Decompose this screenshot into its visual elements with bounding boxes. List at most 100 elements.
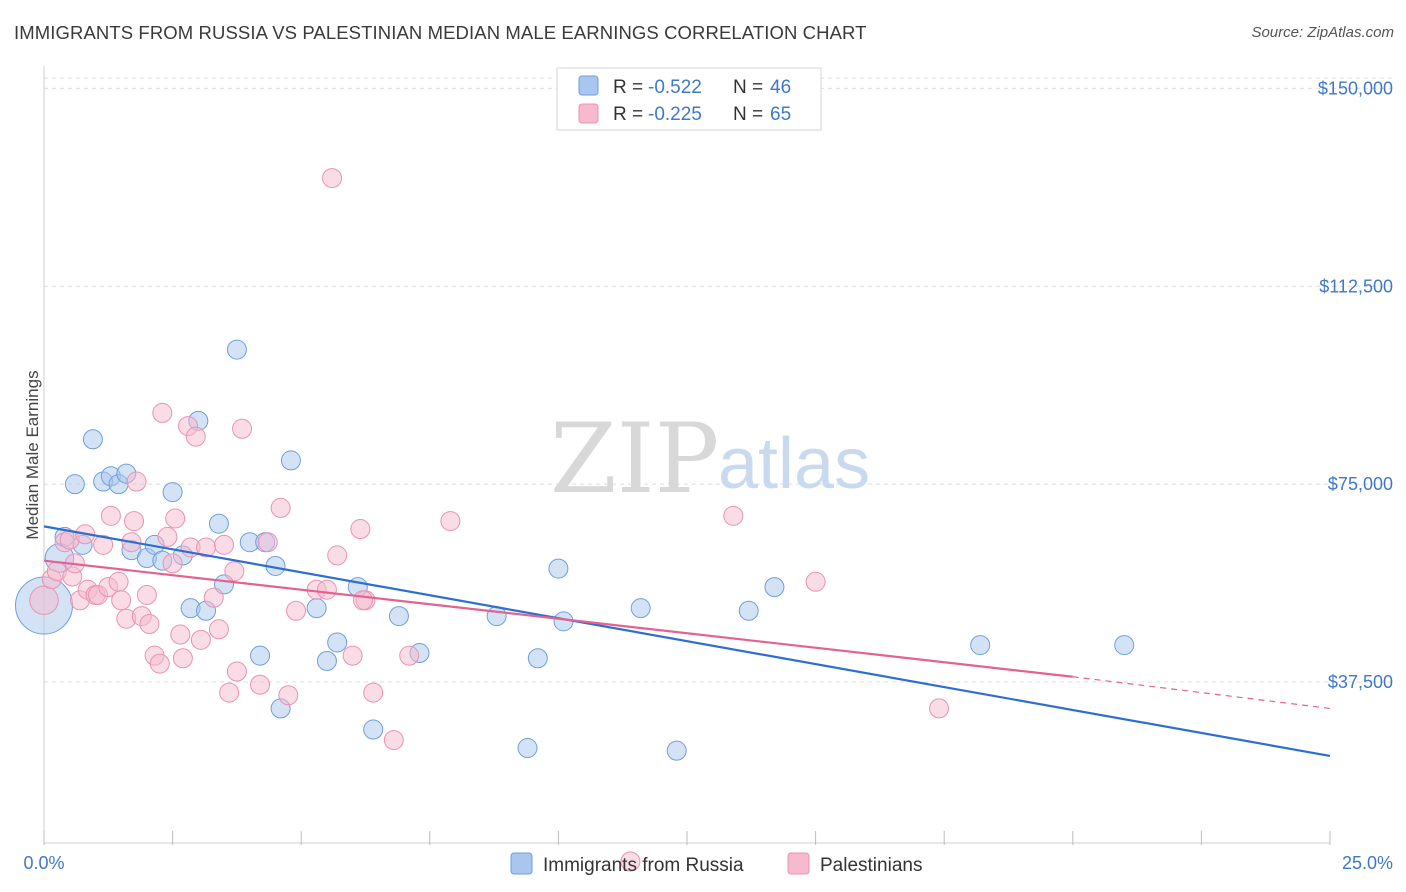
y-tick-label-0: $37,500	[1328, 672, 1393, 692]
point-russia-30	[327, 632, 348, 653]
point-palestinian-34	[185, 426, 206, 447]
point-palestinian-59	[440, 511, 461, 532]
point-russia-28	[306, 598, 327, 619]
point-russia-42	[738, 600, 759, 621]
point-palestinian-22	[136, 584, 157, 605]
point-palestinian-25	[149, 653, 170, 674]
point-palestinian-30	[170, 624, 191, 645]
point-russia-33	[388, 606, 409, 627]
point-palestinian-58	[399, 645, 420, 666]
point-palestinian-64	[352, 590, 373, 611]
series-swatch-russia	[510, 852, 533, 875]
point-palestinian-62	[805, 571, 826, 592]
point-palestinian-38	[208, 619, 229, 640]
point-palestinian-19	[124, 511, 145, 532]
point-palestinian-14	[100, 505, 121, 526]
y-tick-label-1: $75,000	[1328, 474, 1393, 494]
point-palestinian-37	[203, 587, 224, 608]
point-palestinian-28	[162, 553, 183, 574]
watermark: ZIP atlas	[550, 403, 870, 515]
trend-line-russia	[43, 525, 1331, 758]
point-palestinian-0	[29, 585, 59, 616]
point-russia-45	[1114, 635, 1135, 656]
legend-box	[556, 67, 822, 131]
point-palestinian-23	[139, 614, 160, 635]
point-russia-29	[316, 650, 337, 671]
legend-r-value-russia: -0.522	[648, 77, 702, 98]
series-legend: Immigrants from Russia Palestinians	[510, 852, 922, 876]
series-label-palestinian: Palestinians	[820, 855, 922, 876]
grid-lines	[44, 77, 1395, 683]
point-palestinian-56	[363, 682, 384, 703]
series-label-russia: Immigrants from Russia	[543, 855, 744, 876]
y-tick-label-3: $150,000	[1318, 78, 1393, 98]
legend-n-label-russia: N =	[733, 77, 763, 98]
x-tick-label-0: 0.0%	[23, 853, 64, 873]
point-russia-19	[208, 513, 229, 534]
point-russia-3	[64, 474, 85, 495]
point-palestinian-53	[342, 645, 363, 666]
legend-r-value-palestinian: -0.225	[648, 104, 702, 125]
point-russia-32	[363, 719, 384, 740]
point-russia-14	[162, 482, 183, 503]
point-palestinian-15	[108, 571, 129, 592]
point-palestinian-60	[620, 851, 641, 872]
watermark-zip: ZIP	[550, 403, 719, 515]
y-axis-label: Median Male Earnings	[23, 370, 42, 539]
x-tick-label-1: 25.0%	[1342, 853, 1393, 873]
point-palestinian-12	[93, 534, 114, 555]
chart-title: IMMIGRANTS FROM RUSSIA VS PALESTINIAN ME…	[14, 22, 867, 43]
point-russia-40	[630, 598, 651, 619]
point-russia-5	[82, 429, 103, 450]
axes	[43, 66, 1331, 845]
point-russia-41	[666, 740, 687, 761]
source-label: Source: ZipAtlas.com	[1251, 24, 1394, 41]
point-palestinian-43	[232, 418, 253, 439]
point-palestinian-35	[190, 629, 211, 650]
point-palestinian-51	[322, 168, 343, 189]
watermark-atlas: atlas	[718, 424, 870, 504]
legend-n-value-russia: 46	[770, 77, 791, 98]
trend-extension-palestinian	[1072, 676, 1331, 710]
point-palestinian-52	[327, 545, 348, 566]
point-palestinian-45	[257, 532, 278, 553]
point-palestinian-63	[929, 698, 950, 719]
tick-labels: $37,500 $75,000 $112,500 $150,000 0.0% 25.0%	[23, 78, 1393, 873]
point-palestinian-54	[350, 519, 371, 540]
point-russia-23	[250, 645, 271, 666]
point-palestinian-48	[286, 600, 307, 621]
point-russia-44	[970, 635, 991, 656]
trend-lines	[43, 525, 1331, 758]
point-russia-36	[517, 738, 538, 759]
point-russia-21	[226, 339, 247, 360]
legend-n-value-palestinian: 65	[770, 104, 791, 125]
point-palestinian-57	[383, 730, 404, 751]
point-palestinian-31	[172, 648, 193, 669]
legend-n-label-palestinian: N =	[733, 104, 763, 125]
point-palestinian-61	[723, 505, 744, 526]
point-palestinian-29	[165, 508, 186, 529]
point-palestinian-50	[316, 579, 337, 600]
point-russia-38	[548, 558, 569, 579]
point-palestinian-39	[214, 534, 235, 555]
data-points	[15, 168, 1135, 872]
point-palestinian-44	[250, 674, 271, 695]
point-palestinian-27	[157, 526, 178, 547]
point-palestinian-20	[126, 471, 147, 492]
point-palestinian-26	[152, 402, 173, 423]
point-palestinian-42	[226, 661, 247, 682]
point-palestinian-16	[111, 590, 132, 611]
correlation-legend: R = -0.522 N = 46 R = -0.225 N = 65	[556, 67, 822, 131]
trend-line-palestinian	[43, 559, 1073, 678]
legend-r-label-palestinian: R =	[613, 104, 643, 125]
point-palestinian-47	[278, 685, 299, 706]
legend-swatch-palestinian	[578, 103, 599, 124]
y-tick-label-2: $112,500	[1319, 276, 1393, 296]
point-russia-37	[527, 648, 548, 669]
legend-r-label-russia: R =	[613, 77, 643, 98]
point-palestinian-41	[224, 561, 245, 582]
point-russia-43	[764, 577, 785, 598]
point-palestinian-40	[219, 682, 240, 703]
legend-swatch-russia	[578, 75, 599, 96]
